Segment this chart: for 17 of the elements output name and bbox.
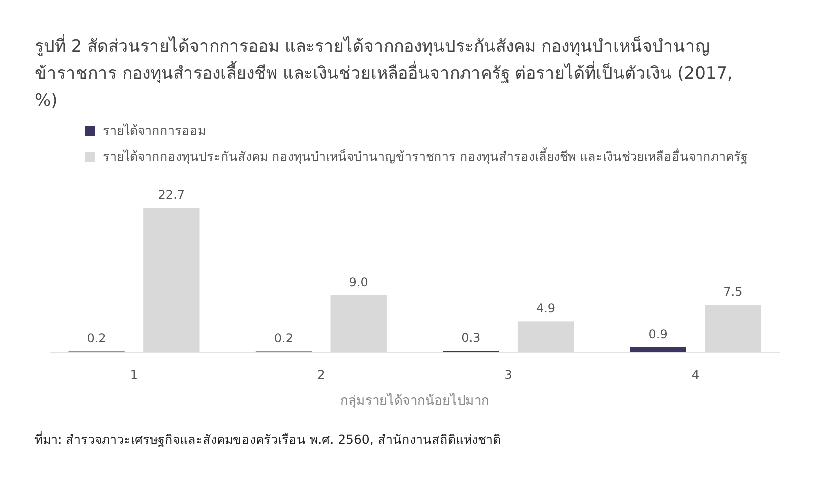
x-axis-title: กลุ่มรายได้จากน้อยไปมาก	[340, 393, 490, 409]
x-tick-label: 3	[504, 368, 512, 382]
data-label: 7.5	[724, 285, 743, 300]
data-label: 4.9	[536, 302, 556, 316]
data-label: 0.3	[462, 331, 481, 346]
data-label: 9.0	[349, 276, 368, 290]
x-tick-label: 1	[130, 368, 138, 382]
data-label: 22.7	[158, 188, 186, 202]
x-tick-label: 2	[318, 368, 326, 382]
data-label: 0.2	[87, 332, 106, 346]
legend-label: รายได้จากการออม	[103, 122, 206, 140]
data-label: 0.9	[648, 327, 668, 342]
legend-label: รายได้จากกองทุนประกันสังคม กองทุนบำเหน็จบำนาญข้าราชการ กองทุนสำรองเลี้ยงชีพ และเงินช่วยเหลืออื่นจากภาครัฐ	[103, 147, 748, 166]
chart-title: รูปที่ 2 สัดส่วนรายได้จากการออม และรายได้จากกองทุนประกันสังคม กองทุนบำเหน็จบำนาญข้าราชการ กองทุนสำรองเลี้ยงชีพ และเงินช่วยเหลืออื่นจากภาครัฐ ต่อรายได้ที่เป็นตัวเงิน (2017, %)	[35, 34, 734, 113]
text: ที่มา: สำรวจภาวะเศรษฐกิจและสังคมของครัวเรือน พ.ศ. 2560, สำนักงานสถิติแห่งชาติ	[35, 430, 501, 449]
data-label: 0.2	[274, 332, 294, 346]
x-tick-label: 4	[692, 368, 700, 382]
